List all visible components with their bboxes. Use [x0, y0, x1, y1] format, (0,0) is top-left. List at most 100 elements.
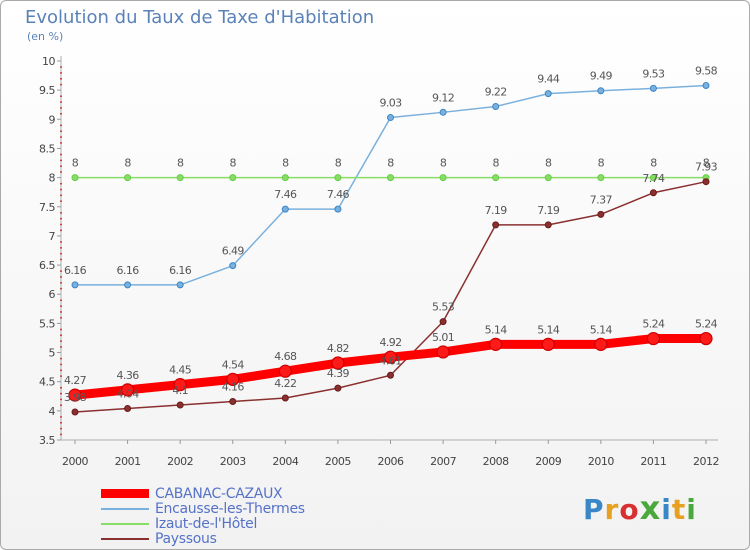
data-point [387, 114, 394, 122]
data-point [176, 281, 184, 289]
data-label: 4.61 [379, 354, 401, 367]
x-tick-label: 2011 [640, 455, 666, 468]
x-tick-label: 2001 [115, 455, 141, 468]
data-point [281, 205, 289, 213]
y-tick-label: 8.5 [39, 142, 55, 155]
y-minor-tick [60, 311, 62, 313]
data-point [439, 318, 447, 326]
y-minor-tick [60, 223, 62, 226]
data-label: 4.27 [64, 374, 87, 387]
data-point [541, 337, 555, 351]
y-minor-tick [60, 433, 62, 436]
legend-item: Payssous [101, 530, 305, 547]
y-minor-tick [60, 194, 62, 197]
x-tick-label: 2009 [535, 455, 561, 468]
y-minor-tick [60, 282, 62, 284]
chart-unit-label: (en %) [27, 30, 64, 43]
data-label: 8 [492, 157, 499, 170]
data-label: 4.04 [117, 388, 140, 401]
x-tick-label: 2005 [325, 455, 351, 468]
data-point [334, 384, 342, 392]
y-minor-tick [60, 392, 62, 395]
data-point [387, 174, 394, 182]
y-minor-tick [60, 142, 62, 144]
data-point [173, 378, 187, 392]
data-label: 4.36 [117, 369, 140, 382]
data-label: 4.45 [169, 364, 192, 377]
data-point [702, 178, 710, 186]
y-minor-tick [60, 217, 62, 220]
data-label: 8 [282, 157, 289, 170]
y-minor-tick [60, 252, 62, 255]
legend-item: CABANAC-CAZAUX [101, 486, 305, 502]
data-point [124, 174, 132, 182]
y-minor-tick [60, 72, 62, 74]
data-label: 8 [124, 157, 131, 170]
data-point [124, 405, 132, 413]
y-tick-label: 10 [42, 55, 55, 68]
data-label: 5.01 [432, 331, 454, 344]
y-minor-tick [60, 130, 62, 132]
data-label: 8 [650, 157, 657, 170]
data-point [281, 174, 289, 182]
data-point [124, 281, 132, 289]
x-tick-label: 2003 [220, 455, 246, 468]
y-minor-tick [60, 299, 62, 302]
x-tick-label: 2002 [167, 455, 193, 468]
y-tick-label: 6.5 [39, 259, 55, 272]
data-point [278, 364, 292, 378]
legend-swatch [101, 489, 149, 498]
data-label: 8 [335, 157, 342, 170]
legend-swatch [101, 537, 149, 540]
data-label: 9.12 [432, 91, 454, 104]
data-label: 9.03 [379, 97, 402, 110]
data-point [68, 388, 82, 402]
data-label: 4.82 [327, 342, 349, 355]
data-label: 7.37 [590, 193, 613, 206]
y-minor-tick [60, 165, 62, 167]
y-minor-tick [60, 363, 62, 366]
y-minor-tick [60, 422, 62, 424]
y-minor-tick [60, 258, 62, 261]
data-point [120, 383, 135, 397]
data-label: 4.92 [379, 336, 401, 349]
y-minor-tick [60, 229, 62, 232]
x-tick-label: 2007 [430, 455, 456, 468]
data-point [649, 189, 657, 197]
data-label: 4.68 [274, 350, 297, 363]
y-minor-tick [60, 305, 62, 307]
data-label: 5.14 [537, 323, 560, 336]
data-label: 9.49 [590, 70, 613, 83]
y-minor-tick [60, 334, 62, 337]
data-label: 4.1 [172, 384, 188, 397]
data-point [71, 408, 79, 416]
y-minor-tick [60, 357, 62, 360]
legend-label: Payssous [155, 530, 217, 547]
data-label: 3.98 [64, 391, 87, 404]
data-point [702, 81, 710, 89]
data-point [597, 210, 605, 218]
data-label: 8 [387, 157, 394, 170]
y-minor-tick [60, 83, 62, 86]
data-label: 8 [177, 157, 184, 170]
data-point [492, 221, 500, 229]
legend-label: Encausse-les-Thermes [155, 500, 305, 517]
data-label: 7.46 [327, 188, 350, 201]
y-minor-tick [60, 247, 62, 249]
data-point [597, 174, 605, 182]
data-point [646, 331, 661, 346]
y-minor-tick [60, 200, 62, 202]
y-tick-label: 6 [49, 288, 56, 301]
y-minor-tick [60, 317, 62, 319]
y-minor-tick [60, 387, 62, 389]
y-minor-tick [60, 427, 62, 430]
data-point [699, 331, 713, 346]
x-tick-label: 2000 [62, 455, 88, 468]
data-label: 7.74 [642, 172, 665, 185]
data-point [281, 394, 289, 402]
y-tick-label: 4.5 [39, 376, 55, 389]
chart-title: Evolution du Taux de Taxe d'Habitation [25, 7, 375, 28]
data-point [229, 262, 237, 270]
